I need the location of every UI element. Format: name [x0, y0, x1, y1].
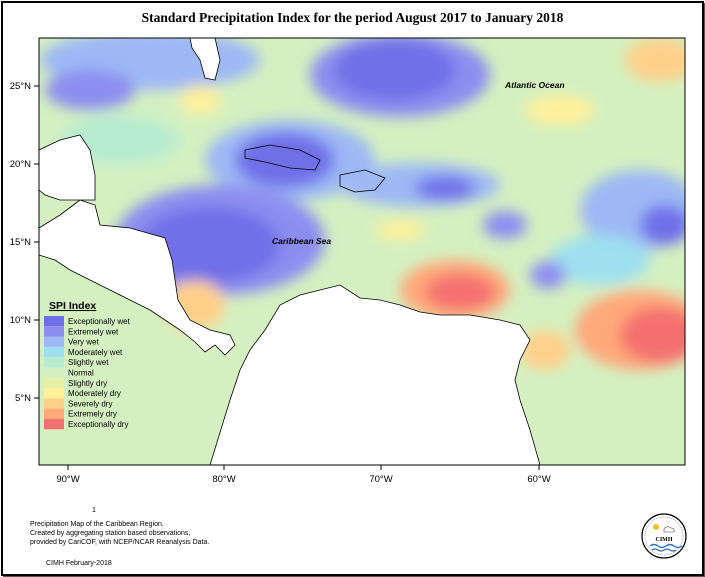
legend-swatch [44, 326, 64, 337]
florida-land [189, 38, 221, 81]
legend-label: Extremely wet [68, 327, 119, 336]
legend-swatch [44, 336, 64, 347]
legend-swatch [44, 408, 64, 419]
legend-title: SPI Index [49, 300, 96, 312]
label-atlantic-ocean: Atlantic Ocean [504, 80, 565, 90]
lon-label-90: 90°W [56, 474, 79, 485]
logo-text: CIMH [656, 537, 673, 543]
legend-label: Extremely dry [68, 410, 117, 419]
footer-credit: CIMH February-2018 [46, 560, 112, 567]
map-border [38, 37, 686, 466]
cimh-logo-icon: CIMH [641, 513, 687, 559]
south-america-land [209, 284, 541, 465]
legend-label: Slightly wet [68, 358, 109, 367]
legend-label: Exceptionally wet [68, 317, 131, 326]
legend-swatch [44, 419, 64, 430]
legend-swatch [44, 357, 64, 368]
hispaniola-land [339, 169, 386, 193]
footer-caption-3: provided by CariCOF, with NCEP/NCAR Rean… [30, 539, 210, 546]
lon-label-70: 70°W [369, 474, 392, 485]
map-title: Standard Precipitation Index for the per… [141, 10, 564, 25]
legend-swatch [44, 346, 64, 358]
lat-label-15: 15°N [10, 237, 31, 248]
legend-label: Severely dry [68, 399, 112, 408]
axis-ticks [34, 85, 540, 470]
legend-swatch [44, 398, 64, 409]
lat-label-5: 5°N [15, 393, 31, 404]
legend-label: Slightly dry [68, 379, 107, 388]
legend-label: Very wet [68, 338, 99, 347]
cuba-land [244, 144, 321, 171]
land-masses [39, 38, 541, 465]
label-caribbean-sea: Caribbean Sea [272, 236, 331, 246]
lat-label-25: 25°N [10, 81, 31, 92]
lon-label-60: 60°W [527, 474, 550, 485]
lat-label-10: 10°N [10, 315, 31, 326]
central-america-land [39, 199, 236, 356]
yucatan-land [39, 134, 96, 201]
lon-label-80: 80°W [212, 474, 235, 485]
footer-marker: 1 [92, 507, 96, 514]
legend-swatch [44, 388, 64, 399]
lat-label-20: 20°N [10, 159, 31, 170]
footer-caption-1: Precipitation Map of the Caribbean Regio… [30, 521, 164, 528]
legend-label: Normal [68, 369, 94, 378]
legend-label: Moderately wet [68, 348, 123, 357]
legend-swatch [44, 377, 64, 389]
footer-caption-2: Created by aggregating station based obs… [30, 530, 191, 537]
legend-swatch [44, 367, 64, 378]
legend-swatch [44, 316, 64, 327]
legend-label: Exceptionally dry [68, 420, 128, 429]
legend-label: Moderately dry [68, 389, 121, 398]
